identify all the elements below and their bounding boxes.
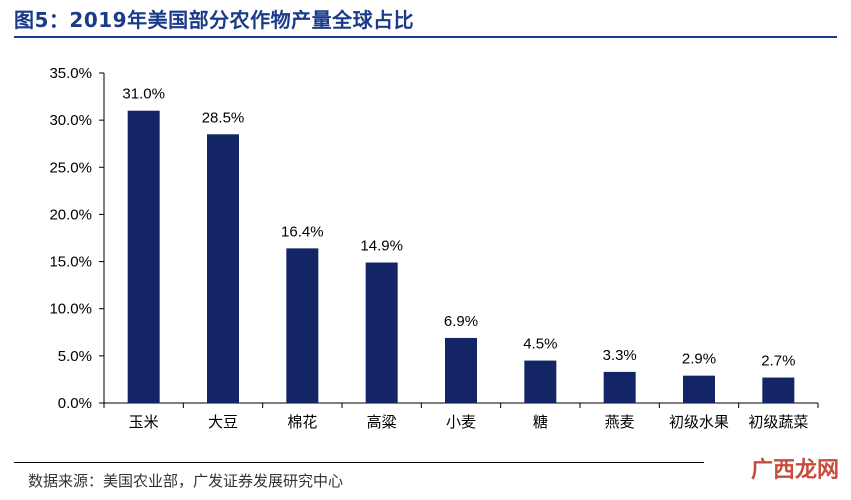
- y-tick-label: 35.0%: [49, 65, 92, 82]
- y-tick-label: 25.0%: [49, 159, 92, 176]
- bar-value-label: 28.5%: [202, 109, 245, 126]
- title-divider: [14, 36, 837, 38]
- chart-title: 图5：2019年美国部分农作物产量全球占比: [14, 8, 415, 32]
- y-tick-label: 5.0%: [58, 348, 92, 365]
- y-axis: 0.0% 5.0% 10.0% 15.0% 20.0% 25.0% 30.0% 35.0%: [49, 65, 105, 412]
- category-label: 高粱: [367, 413, 397, 431]
- bar: [445, 337, 477, 403]
- watermark-logo: 广西龙网: [750, 457, 839, 483]
- category-label: 玉米: [129, 413, 159, 431]
- bar-value-label: 2.9%: [682, 351, 716, 368]
- category-label: 糖: [533, 413, 548, 431]
- bar: [365, 262, 398, 403]
- y-tick-label: 0.0%: [58, 395, 92, 412]
- y-tick-label: 30.0%: [49, 112, 92, 129]
- bar-value-label: 6.9%: [444, 313, 478, 330]
- bar: [762, 377, 795, 403]
- bar-value-label: 4.5%: [523, 336, 557, 353]
- bar: [603, 371, 636, 403]
- category-label: 大豆: [208, 413, 238, 431]
- value-labels: 31.0% 28.5% 16.4% 14.9% 6.9% 4.5% 3.3% 2.9% 2.7%: [122, 86, 795, 370]
- source-note: 数据来源：美国农业部，广发证券发展研究中心: [28, 472, 344, 490]
- bar: [524, 360, 557, 403]
- bar-value-label: 16.4%: [281, 223, 324, 240]
- bars: [127, 110, 795, 404]
- category-label: 初级水果: [669, 413, 729, 431]
- y-tick-label: 10.0%: [49, 301, 92, 318]
- y-tick-label: 15.0%: [49, 254, 92, 271]
- category-label: 初级蔬菜: [748, 413, 808, 431]
- category-label: 燕麦: [605, 413, 635, 431]
- category-label: 棉花: [287, 413, 317, 431]
- x-axis: [103, 402, 819, 408]
- category-label: 小麦: [446, 413, 476, 431]
- bar: [286, 248, 319, 403]
- bar: [127, 110, 160, 403]
- source-divider: [14, 462, 704, 463]
- bar: [207, 134, 239, 404]
- bar: [683, 375, 715, 403]
- bar-value-label: 14.9%: [360, 238, 403, 255]
- category-labels: 玉米 大豆 棉花 高粱 小麦 糖 燕麦 初级水果 初级蔬菜: [129, 413, 809, 431]
- bar-value-label: 31.0%: [122, 86, 165, 103]
- y-tick-label: 20.0%: [49, 206, 92, 223]
- bar-value-label: 2.7%: [761, 353, 795, 370]
- bar-value-label: 3.3%: [603, 347, 637, 364]
